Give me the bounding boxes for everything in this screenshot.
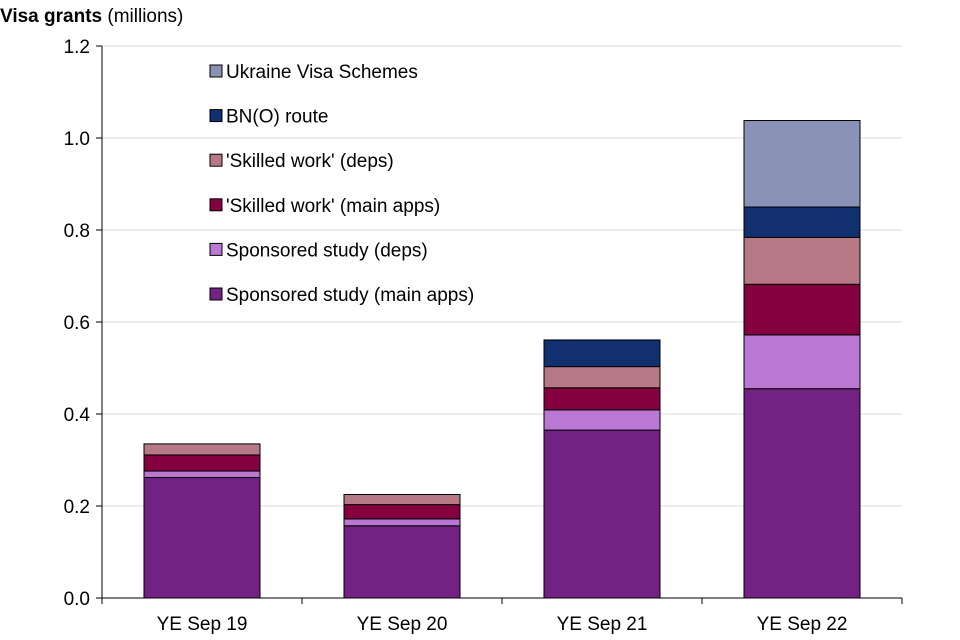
legend-swatch — [209, 153, 223, 167]
x-tick-label: YE Sep 20 — [357, 614, 448, 635]
legend-item-sponsored-study-deps: Sponsored study (deps) — [209, 240, 428, 261]
legend-item-ukraine-visa-schemes: Ukraine Visa Schemes — [209, 62, 418, 83]
y-tick-label: 0.2 — [64, 497, 90, 518]
bar-segment-skilled-work-deps — [343, 494, 461, 506]
bar-segment-skilled-work-main-apps — [343, 504, 461, 520]
legend-item-bn-o-route: BN(O) route — [209, 107, 328, 128]
legend-label: Ukraine Visa Schemes — [226, 62, 418, 83]
bar-segment-skilled-work-main-apps — [143, 454, 261, 472]
bar-segment-bn-o-route — [543, 339, 661, 368]
bar-segment-sponsored-study-main-apps — [543, 429, 661, 599]
legend-label: BN(O) route — [226, 107, 328, 128]
chart-title-unit: (millions) — [107, 6, 184, 27]
legend-item-skilled-work-main-apps: 'Skilled work' (main apps) — [209, 196, 440, 217]
legend-swatch — [209, 64, 223, 78]
chart-title-main: Visa grants — [0, 6, 103, 27]
legend-label: Sponsored study (deps) — [226, 240, 428, 261]
legend: Ukraine Visa Schemes BN(O) route 'Skilled … — [209, 62, 474, 306]
y-tick-label: 0.8 — [64, 221, 90, 242]
bar-segment-sponsored-study-main-apps — [743, 388, 861, 599]
axes: 0.0 0.2 0.4 0.6 0.8 1.0 1.2 YE Sep 19 YE Sep 20 Y… — [64, 37, 903, 635]
bar-segment-skilled-work-main-apps — [543, 387, 661, 411]
bar-segment-ukraine-visa-schemes — [743, 120, 861, 208]
legend-label: 'Skilled work' (deps) — [226, 151, 394, 172]
legend-label: Sponsored study (main apps) — [226, 285, 474, 306]
bars — [143, 120, 861, 599]
y-tick-label: 1.2 — [64, 37, 90, 58]
x-tick-label: YE Sep 21 — [557, 614, 648, 635]
bar-segment-skilled-work-deps — [143, 443, 261, 456]
legend-swatch — [209, 242, 223, 256]
x-tick-label: YE Sep 19 — [157, 614, 248, 635]
legend-swatch — [209, 109, 223, 123]
bar-segment-sponsored-study-deps — [143, 470, 261, 478]
bar-segment-skilled-work-deps — [743, 236, 861, 285]
bar-segment-skilled-work-deps — [543, 366, 661, 389]
y-tick-label: 0.4 — [64, 405, 91, 426]
legend-item-sponsored-study-main-apps: Sponsored study (main apps) — [209, 285, 474, 306]
y-tick-label: 0.0 — [64, 589, 90, 610]
bar-segment-skilled-work-main-apps — [743, 283, 861, 336]
bar-segment-sponsored-study-main-apps — [143, 476, 261, 599]
legend-item-skilled-work-deps: 'Skilled work' (deps) — [209, 151, 394, 172]
x-tick-label: YE Sep 22 — [757, 614, 848, 635]
legend-swatch — [209, 198, 223, 212]
legend-swatch — [209, 287, 223, 301]
chart-title: Visa grants (millions) — [0, 6, 183, 28]
bar-segment-sponsored-study-deps — [543, 409, 661, 431]
bar-segment-sponsored-study-deps — [743, 334, 861, 390]
y-tick-label: 0.6 — [64, 313, 90, 334]
bar-segment-sponsored-study-main-apps — [343, 525, 461, 599]
legend-label: 'Skilled work' (main apps) — [226, 196, 440, 217]
y-tick-label: 1.0 — [64, 129, 90, 150]
bar-segment-sponsored-study-deps — [343, 518, 461, 527]
bar-segment-bn-o-route — [743, 206, 861, 238]
